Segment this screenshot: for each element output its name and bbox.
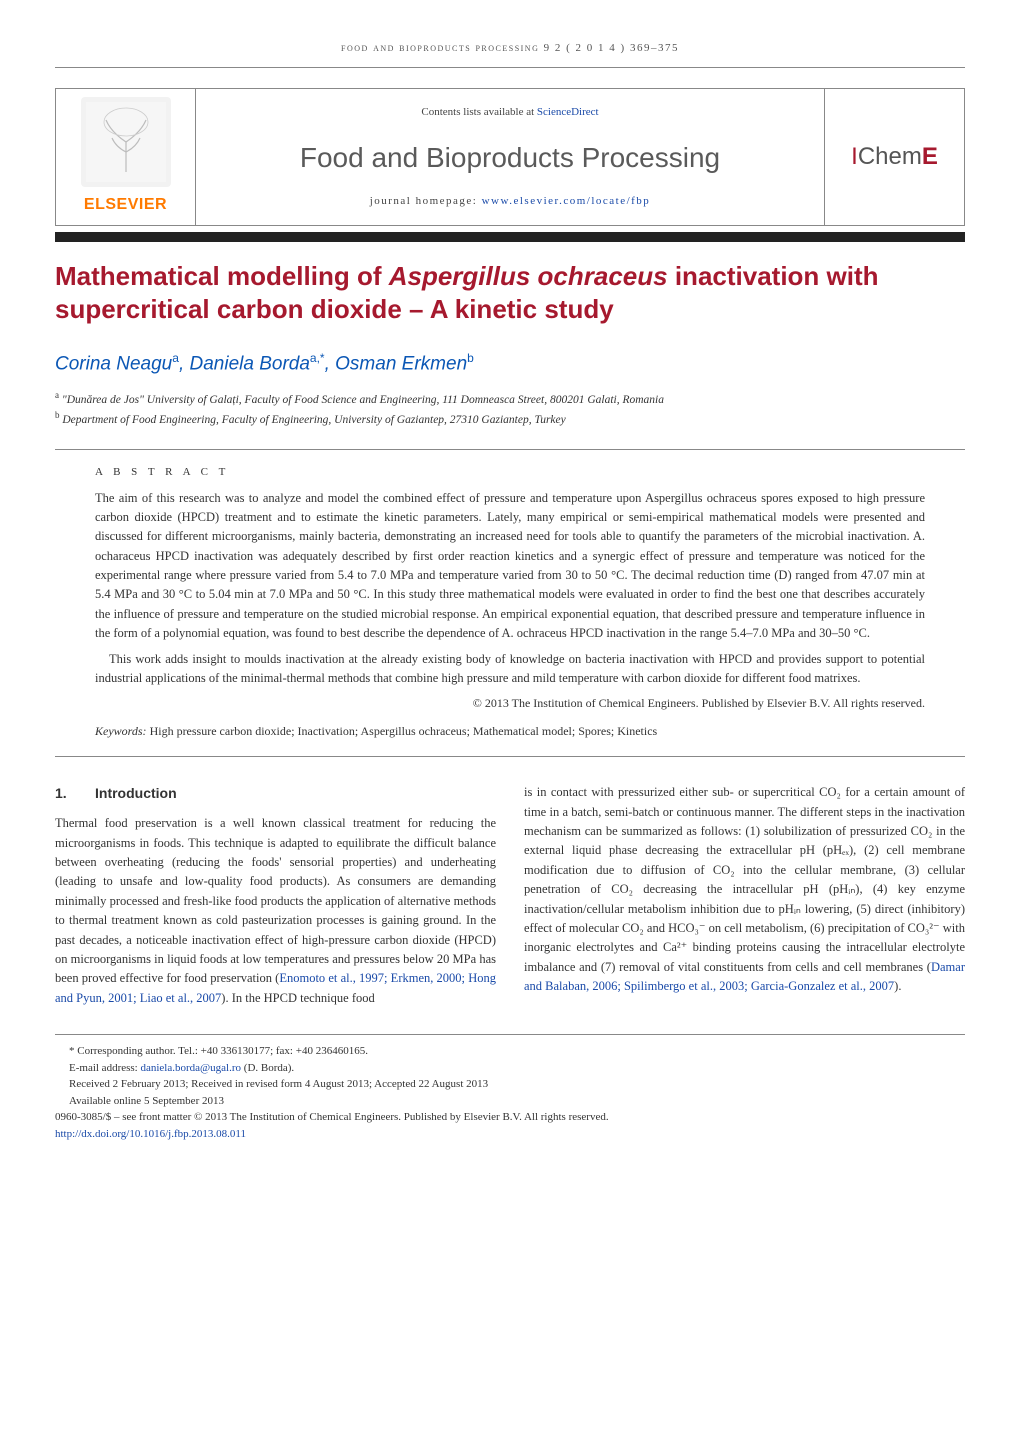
keywords-line: Keywords: High pressure carbon dioxide; … [95, 722, 925, 740]
masthead-center: Contents lists available at ScienceDirec… [196, 89, 824, 225]
icheme-i: I [851, 143, 858, 170]
section-1-heading: 1.Introduction [55, 783, 496, 804]
doi-link[interactable]: http://dx.doi.org/10.1016/j.fbp.2013.08.… [55, 1128, 246, 1140]
affil-b-text: Department of Food Engineering, Faculty … [60, 414, 566, 426]
elsevier-logo-box: ELSEVIER [56, 89, 196, 225]
icheme-e: E [922, 143, 938, 170]
author-1: Corina Neagu [55, 353, 172, 374]
contents-available-line: Contents lists available at ScienceDirec… [214, 104, 806, 121]
abstract-p1: The aim of this research was to analyze … [95, 489, 925, 644]
affil-a-text: "Dunărea de Jos" University of Galați, F… [59, 394, 664, 406]
masthead: ELSEVIER Contents lists available at Sci… [55, 88, 965, 226]
elsevier-wordmark: ELSEVIER [84, 193, 167, 217]
homepage-prefix: journal homepage: [370, 195, 482, 207]
abstract-text: The aim of this research was to analyze … [95, 489, 925, 689]
elsevier-tree-icon [81, 97, 171, 187]
footnotes: * Corresponding author. Tel.: +40 336130… [55, 1034, 965, 1142]
col1-pre: Thermal food preservation is a well know… [55, 816, 496, 985]
author-1-affil: a [172, 351, 179, 365]
doi-line: http://dx.doi.org/10.1016/j.fbp.2013.08.… [55, 1126, 965, 1143]
copyright-line: © 2013 The Institution of Chemical Engin… [95, 694, 925, 712]
homepage-link[interactable]: www.elsevier.com/locate/fbp [482, 195, 651, 207]
email-line: E-mail address: daniela.borda@ugal.ro (D… [55, 1060, 965, 1077]
journal-name: Food and Bioproducts Processing [214, 137, 806, 179]
author-3: , Osman Erkmen [325, 353, 468, 374]
affiliations: a "Dunărea de Jos" University of Galați,… [55, 389, 965, 429]
column-left-text: Thermal food preservation is a well know… [55, 814, 496, 1008]
corresponding-author: * Corresponding author. Tel.: +40 336130… [55, 1043, 965, 1060]
icheme-logo: IChemE [851, 139, 938, 175]
email-link[interactable]: daniela.borda@ugal.ro [140, 1062, 241, 1074]
body-columns: 1.Introduction Thermal food preservation… [55, 783, 965, 1008]
homepage-line: journal homepage: www.elsevier.com/locat… [214, 193, 806, 210]
column-right: is in contact with pressurized either su… [524, 783, 965, 1008]
column-left: 1.Introduction Thermal food preservation… [55, 783, 496, 1008]
corr-text: Corresponding author. Tel.: +40 33613017… [75, 1045, 368, 1057]
col1-post: ). In the HPCD technique food [221, 991, 374, 1005]
affiliation-b: b Department of Food Engineering, Facult… [55, 409, 965, 429]
top-rule [55, 67, 965, 68]
received-line: Received 2 February 2013; Received in re… [55, 1076, 965, 1093]
affiliation-a: a "Dunărea de Jos" University of Galați,… [55, 389, 965, 409]
author-3-affil: b [467, 351, 474, 365]
article-title: Mathematical modelling of Aspergillus oc… [55, 260, 965, 328]
authors-line: Corina Neagua, Daniela Bordaa,*, Osman E… [55, 349, 965, 379]
email-label: E-mail address: [69, 1062, 140, 1074]
keywords-label: Keywords: [95, 724, 147, 738]
rule-above-abstract [55, 449, 965, 450]
contents-prefix: Contents lists available at [421, 106, 536, 118]
author-2-affil: a,* [310, 351, 325, 365]
section-1-num: 1. [55, 783, 95, 804]
title-part1: Mathematical modelling of [55, 261, 389, 291]
email-tail: (D. Borda). [241, 1062, 294, 1074]
abstract-p2: This work adds insight to moulds inactiv… [95, 650, 925, 689]
keywords-text: High pressure carbon dioxide; Inactivati… [147, 724, 658, 738]
sciencedirect-link[interactable]: ScienceDirect [537, 106, 599, 118]
available-online-line: Available online 5 September 2013 [55, 1093, 965, 1110]
col2-post: ). [894, 979, 901, 993]
col2-pre: is in contact with pressurized either su… [524, 785, 965, 973]
rule-below-abstract [55, 756, 965, 757]
icheme-chem: Chem [858, 143, 922, 170]
thick-rule [55, 232, 965, 242]
front-matter-line: 0960-3085/$ – see front matter © 2013 Th… [55, 1109, 965, 1126]
abstract-block: A B S T R A C T The aim of this research… [55, 464, 965, 740]
title-italic: Aspergillus ochraceus [389, 261, 668, 291]
running-head: food and bioproducts processing 9 2 ( 2 … [55, 40, 965, 57]
column-right-text: is in contact with pressurized either su… [524, 783, 965, 996]
author-2: , Daniela Borda [179, 353, 310, 374]
section-1-title: Introduction [95, 785, 177, 801]
icheme-logo-box: IChemE [824, 89, 964, 225]
abstract-label: A B S T R A C T [95, 464, 925, 481]
